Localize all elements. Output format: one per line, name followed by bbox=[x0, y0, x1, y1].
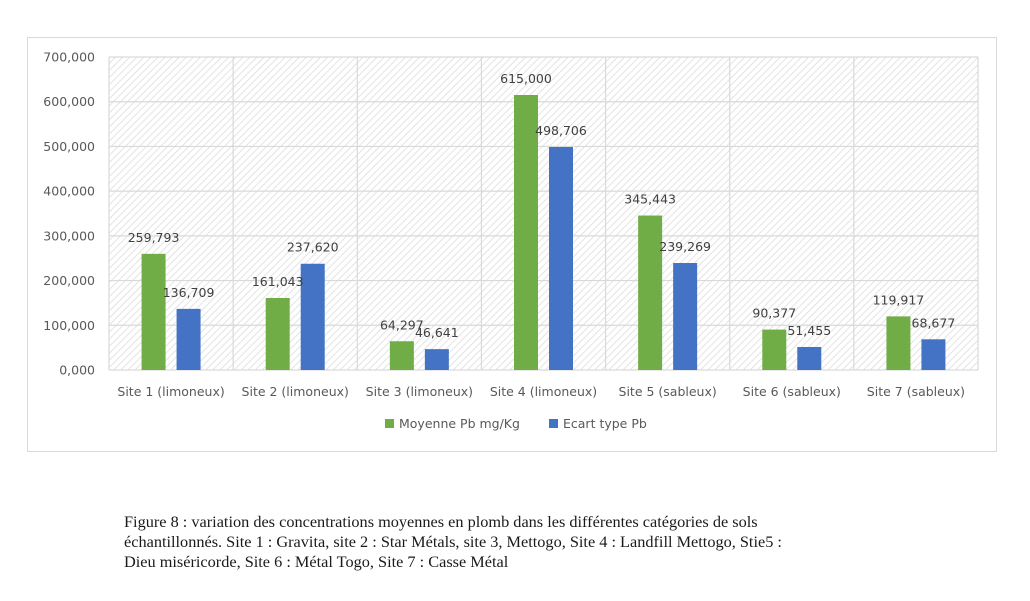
bar-moyenne bbox=[886, 316, 911, 370]
y-tick-label: 300,000 bbox=[43, 228, 95, 243]
legend: Moyenne Pb mg/Kg Ecart type Pb bbox=[385, 416, 647, 431]
y-axis: 0,000 100,000 200,000 300,000 400,000 500,000… bbox=[43, 50, 95, 378]
y-tick-label: 100,000 bbox=[43, 318, 95, 333]
x-axis: Site 1 (limoneux) Site 2 (limoneux) Site 3… bbox=[117, 384, 965, 399]
caption-line: échantillonnés. Site 1 : Gravita, site 2… bbox=[124, 532, 782, 551]
x-tick-label: Site 1 (limoneux) bbox=[117, 384, 224, 399]
caption-line: Figure 8 : variation des concentrations … bbox=[124, 512, 758, 531]
x-tick-label: Site 3 (limoneux) bbox=[366, 384, 473, 399]
bars bbox=[141, 95, 946, 370]
data-label: 51,455 bbox=[787, 323, 831, 338]
bar-ecart-type bbox=[673, 263, 698, 370]
bar-ecart-type bbox=[549, 147, 573, 370]
x-tick-label: Site 4 (limoneux) bbox=[490, 384, 597, 399]
y-tick-label: 600,000 bbox=[43, 94, 95, 109]
data-label: 161,043 bbox=[252, 274, 304, 289]
x-tick-label: Site 6 (sableux) bbox=[743, 384, 841, 399]
data-label: 239,269 bbox=[659, 239, 711, 254]
data-label: 68,677 bbox=[912, 315, 956, 330]
bar-ecart-type bbox=[300, 263, 325, 370]
y-tick-label: 200,000 bbox=[43, 273, 95, 288]
legend-swatch bbox=[549, 419, 558, 428]
legend-label: Ecart type Pb bbox=[563, 416, 647, 431]
data-label: 90,377 bbox=[752, 306, 796, 321]
gridlines bbox=[108, 56, 979, 371]
bar-moyenne bbox=[265, 297, 290, 370]
caption-line: Dieu miséricorde, Site 6 : Métal Togo, S… bbox=[124, 552, 509, 571]
y-tick-label: 400,000 bbox=[43, 184, 95, 199]
y-tick-label: 500,000 bbox=[43, 139, 95, 154]
figure-caption: Figure 8 : variation des concentrations … bbox=[124, 512, 944, 572]
data-label: 46,641 bbox=[415, 325, 459, 340]
x-tick-label: Site 5 (sableux) bbox=[619, 384, 717, 399]
data-labels: 259,793 136,709 161,043 237,620 64,29746,641… bbox=[128, 71, 956, 340]
legend-label: Moyenne Pb mg/Kg bbox=[399, 416, 520, 431]
bar-moyenne bbox=[762, 329, 787, 370]
bar-chart: 0,000 100,000 200,000 300,000 400,000 500,000… bbox=[43, 50, 979, 431]
y-tick-label: 700,000 bbox=[43, 50, 95, 65]
data-label: 345,443 bbox=[624, 192, 676, 207]
bar-moyenne bbox=[389, 341, 414, 370]
data-label: 259,793 bbox=[128, 230, 180, 245]
x-tick-label: Site 2 (limoneux) bbox=[242, 384, 349, 399]
chart-frame: 0,000 100,000 200,000 300,000 400,000 500,000… bbox=[27, 37, 997, 452]
data-label: 64,297 bbox=[380, 317, 424, 332]
bar-ecart-type bbox=[921, 339, 946, 370]
bar-moyenne bbox=[141, 253, 166, 370]
data-label: 119,917 bbox=[873, 292, 925, 307]
bar-ecart-type bbox=[424, 349, 449, 370]
bar-ecart-type bbox=[797, 346, 822, 370]
data-label: 498,706 bbox=[535, 123, 587, 138]
plot-area bbox=[109, 57, 978, 370]
y-tick-label: 0,000 bbox=[59, 363, 95, 378]
bar-ecart-type bbox=[176, 308, 201, 370]
data-label: 237,620 bbox=[287, 240, 339, 255]
bar-moyenne bbox=[638, 215, 663, 370]
legend-swatch bbox=[385, 419, 394, 428]
bar-moyenne bbox=[514, 95, 538, 370]
data-label: 136,709 bbox=[163, 285, 215, 300]
x-tick-label: Site 7 (sableux) bbox=[867, 384, 965, 399]
data-label: 615,000 bbox=[500, 71, 552, 86]
